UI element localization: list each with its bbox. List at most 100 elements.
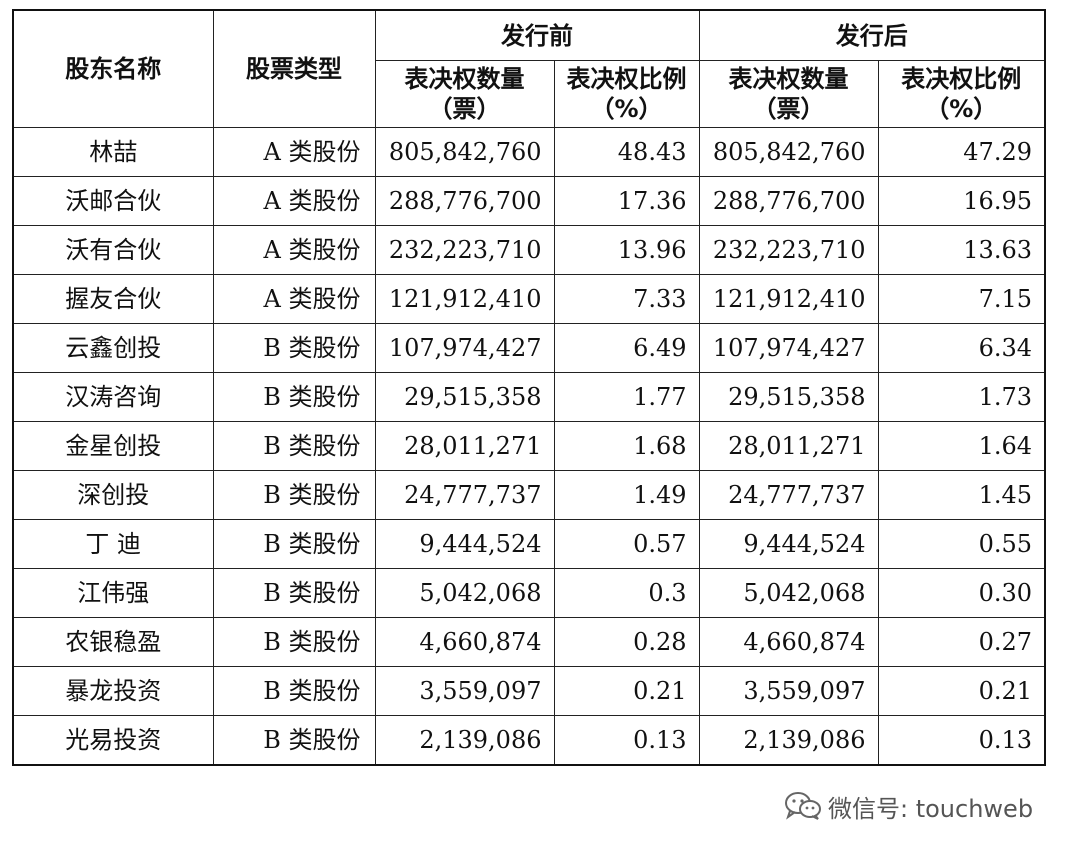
votes-after-cell: 2,139,086 (698, 715, 879, 765)
share-type-cell: B 类股份 (212, 666, 376, 716)
share-type-cell: B 类股份 (212, 568, 376, 618)
table-row: 沃有合伙 A 类股份 232,223,710 13.96 232,223,710 13.6… (12, 225, 1046, 275)
share-type-cell: B 类股份 (212, 715, 376, 765)
shareholder-name-cell: 农银稳盈 (12, 617, 214, 667)
votes-after-cell: 5,042,068 (698, 568, 879, 618)
ratio-before-cell: 48.43 (553, 127, 700, 177)
ratio-after-cell: 1.45 (877, 470, 1046, 520)
ratio-before-cell: 0.57 (553, 519, 700, 569)
votes-after-cell: 9,444,524 (698, 519, 879, 569)
votes-before-cell: 2,139,086 (374, 715, 555, 765)
table-row: 沃邮合伙 A 类股份 288,776,700 17.36 288,776,700 16.9… (12, 176, 1046, 226)
table-row: 光易投资 B 类股份 2,139,086 0.13 2,139,086 0.13 (12, 715, 1046, 765)
votes-before-cell: 5,042,068 (374, 568, 555, 618)
ratio-before-cell: 0.21 (553, 666, 700, 716)
ratio-before-cell: 0.28 (553, 617, 700, 667)
shareholder-name-cell: 沃邮合伙 (12, 176, 214, 226)
ratio-before-cell: 13.96 (553, 225, 700, 275)
votes-after-cell: 232,223,710 (698, 225, 879, 275)
table-row: 农银稳盈 B 类股份 4,660,874 0.28 4,660,874 0.27 (12, 617, 1046, 667)
ratio-after-cell: 13.63 (877, 225, 1046, 275)
header-row-1: 股东名称 股票类型 发行前 发行后 (12, 9, 1046, 128)
watermark: 微信号: touchweb (784, 786, 1033, 826)
shareholder-name-cell: 林喆 (12, 127, 214, 177)
votes-before-cell: 3,559,097 (374, 666, 555, 716)
shareholder-name-cell: 光易投资 (12, 715, 214, 765)
votes-before-cell: 29,515,358 (374, 372, 555, 422)
share-type-cell: A 类股份 (212, 274, 376, 324)
shareholder-name-cell: 云鑫创投 (12, 323, 214, 373)
header-ratio-before: 表决权比例（%） (553, 60, 700, 128)
ratio-after-cell: 16.95 (877, 176, 1046, 226)
votes-before-cell: 107,974,427 (374, 323, 555, 373)
share-type-cell: B 类股份 (212, 519, 376, 569)
table-row: 深创投 B 类股份 24,777,737 1.49 24,777,737 1.45 (12, 470, 1046, 520)
ratio-after-cell: 1.64 (877, 421, 1046, 471)
table-row: 林喆 A 类股份 805,842,760 48.43 805,842,760 47.29 (12, 127, 1046, 177)
votes-before-cell: 805,842,760 (374, 127, 555, 177)
table-row: 江伟强 B 类股份 5,042,068 0.3 5,042,068 0.30 (12, 568, 1046, 618)
ratio-before-cell: 1.68 (553, 421, 700, 471)
share-type-cell: A 类股份 (212, 225, 376, 275)
shareholder-name-cell: 暴龙投资 (12, 666, 214, 716)
ratio-before-cell: 6.49 (553, 323, 700, 373)
shareholder-name-cell: 江伟强 (12, 568, 214, 618)
share-type-cell: B 类股份 (212, 323, 376, 373)
ratio-after-cell: 0.27 (877, 617, 1046, 667)
votes-after-cell: 288,776,700 (698, 176, 879, 226)
header-ratio-after: 表决权比例（%） (877, 60, 1046, 128)
share-type-cell: B 类股份 (212, 470, 376, 520)
votes-after-cell: 107,974,427 (698, 323, 879, 373)
votes-after-cell: 24,777,737 (698, 470, 879, 520)
header-before-issue: 发行前 (374, 9, 700, 61)
votes-before-cell: 121,912,410 (374, 274, 555, 324)
table-row: 握友合伙 A 类股份 121,912,410 7.33 121,912,410 7.15 (12, 274, 1046, 324)
voting-rights-table: 股东名称 股票类型 发行前 发行后 表决权数量（票） 表决权比例（%） 表决权数… (12, 9, 1046, 766)
ratio-before-cell: 1.49 (553, 470, 700, 520)
votes-after-cell: 805,842,760 (698, 127, 879, 177)
wechat-icon (784, 791, 822, 821)
table-row: 金星创投 B 类股份 28,011,271 1.68 28,011,271 1.64 (12, 421, 1046, 471)
ratio-after-cell: 7.15 (877, 274, 1046, 324)
ratio-after-cell: 47.29 (877, 127, 1046, 177)
header-share-type: 股票类型 (212, 9, 376, 128)
share-type-cell: A 类股份 (212, 176, 376, 226)
shareholder-table-container: 股东名称 股票类型 发行前 发行后 表决权数量（票） 表决权比例（%） 表决权数… (12, 9, 1046, 766)
header-after-issue: 发行后 (698, 9, 1046, 61)
shareholder-name-cell: 丁 迪 (12, 519, 214, 569)
table-row: 汉涛咨询 B 类股份 29,515,358 1.77 29,515,358 1.73 (12, 372, 1046, 422)
ratio-after-cell: 0.21 (877, 666, 1046, 716)
header-votes-after: 表决权数量（票） (698, 60, 879, 128)
shareholder-name-cell: 金星创投 (12, 421, 214, 471)
shareholder-name-cell: 握友合伙 (12, 274, 214, 324)
votes-before-cell: 288,776,700 (374, 176, 555, 226)
ratio-after-cell: 0.30 (877, 568, 1046, 618)
ratio-after-cell: 1.73 (877, 372, 1046, 422)
votes-before-cell: 232,223,710 (374, 225, 555, 275)
ratio-after-cell: 0.13 (877, 715, 1046, 765)
share-type-cell: B 类股份 (212, 421, 376, 471)
ratio-before-cell: 0.13 (553, 715, 700, 765)
header-votes-before: 表决权数量（票） (374, 60, 555, 128)
shareholder-name-cell: 汉涛咨询 (12, 372, 214, 422)
votes-after-cell: 121,912,410 (698, 274, 879, 324)
share-type-cell: A 类股份 (212, 127, 376, 177)
ratio-before-cell: 7.33 (553, 274, 700, 324)
watermark-text: 微信号: touchweb (828, 794, 1034, 823)
votes-before-cell: 9,444,524 (374, 519, 555, 569)
ratio-before-cell: 0.3 (553, 568, 700, 618)
share-type-cell: B 类股份 (212, 372, 376, 422)
votes-after-cell: 28,011,271 (698, 421, 879, 471)
table-body: 林喆 A 类股份 805,842,760 48.43 805,842,760 47.29 沃… (12, 127, 1046, 765)
ratio-before-cell: 1.77 (553, 372, 700, 422)
votes-before-cell: 24,777,737 (374, 470, 555, 520)
votes-after-cell: 29,515,358 (698, 372, 879, 422)
votes-before-cell: 28,011,271 (374, 421, 555, 471)
ratio-before-cell: 17.36 (553, 176, 700, 226)
table-row: 暴龙投资 B 类股份 3,559,097 0.21 3,559,097 0.21 (12, 666, 1046, 716)
share-type-cell: B 类股份 (212, 617, 376, 667)
shareholder-name-cell: 深创投 (12, 470, 214, 520)
ratio-after-cell: 0.55 (877, 519, 1046, 569)
votes-before-cell: 4,660,874 (374, 617, 555, 667)
